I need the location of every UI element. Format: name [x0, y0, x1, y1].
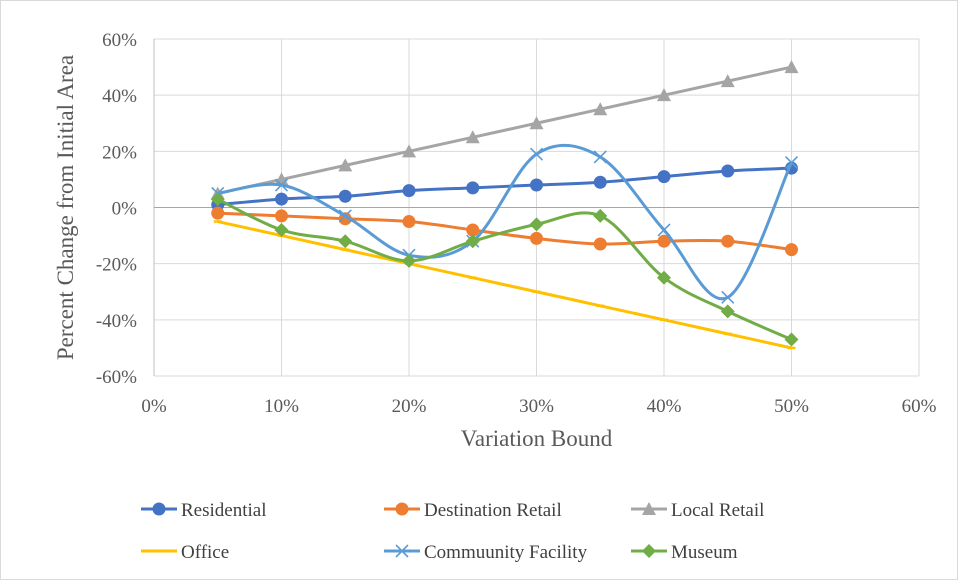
data-point — [466, 223, 480, 237]
data-point — [721, 290, 735, 304]
x-tick-label: 10% — [264, 396, 299, 417]
data-point — [784, 332, 799, 347]
data-point — [720, 304, 735, 319]
data-point — [402, 144, 416, 158]
data-point — [395, 544, 409, 558]
data-point — [465, 234, 480, 249]
data-point-stroke — [657, 223, 671, 237]
data-point — [152, 502, 166, 516]
data-point — [402, 215, 416, 229]
legend-label: Destination Retail — [424, 500, 562, 521]
series-line — [217, 143, 793, 301]
series-destination-retail — [211, 206, 798, 257]
y-tick-label: -40% — [96, 311, 137, 332]
axes — [153, 39, 919, 376]
x-axis-title: Variation Bound — [461, 426, 613, 451]
data-point — [275, 192, 288, 206]
data-point — [275, 209, 288, 223]
data-point — [529, 217, 544, 232]
series-line — [217, 197, 793, 341]
y-axis-title: Percent Change from Initial Area — [53, 55, 78, 360]
data-point — [338, 158, 353, 172]
data-point — [530, 231, 543, 245]
data-point-stroke — [721, 290, 735, 304]
legend-label: Residential — [181, 500, 266, 521]
data-point — [338, 209, 352, 223]
data-point — [593, 102, 608, 116]
legend-item-commuunity-facility: Commuunity Facility — [384, 542, 588, 563]
data-point — [402, 184, 416, 198]
x-tick-label: 60% — [902, 396, 937, 417]
data-point — [465, 130, 480, 144]
data-point — [466, 181, 480, 195]
tick-labels: 0% 10% 20% 30% 40% 50% 60% 60% 40% 20% 0% -20% -40% -… — [96, 30, 937, 417]
data-point — [642, 544, 656, 558]
series-line — [217, 220, 792, 350]
x-tick-label: 50% — [774, 396, 809, 417]
series-museum — [210, 192, 799, 347]
series-line — [217, 211, 792, 252]
legend-item-office: Office — [141, 542, 229, 563]
data-point — [593, 208, 608, 223]
series-lines — [210, 60, 799, 350]
data-point — [721, 164, 735, 178]
data-point — [785, 243, 798, 257]
data-point-stroke — [395, 544, 409, 558]
data-point — [210, 192, 225, 207]
data-point — [593, 237, 607, 251]
y-tick-label: -20% — [96, 255, 137, 276]
series-line — [217, 65, 792, 195]
data-point — [721, 234, 735, 248]
y-tick-label: 20% — [102, 142, 137, 163]
data-point-stroke — [338, 209, 352, 223]
data-point — [529, 147, 544, 161]
x-tick-label: 30% — [519, 396, 554, 417]
data-point — [529, 116, 544, 130]
x-tick-label: 0% — [141, 396, 167, 417]
data-point — [657, 270, 671, 285]
legend-item-local-retail: Local Retail — [631, 500, 764, 521]
data-point — [395, 502, 409, 516]
y-tick-label: -60% — [96, 367, 137, 388]
data-point — [657, 88, 671, 102]
data-point-stroke — [784, 156, 799, 170]
data-point-stroke — [593, 150, 607, 164]
data-point — [338, 234, 353, 249]
legend-label: Museum — [671, 542, 738, 563]
data-point — [593, 175, 607, 189]
data-point — [657, 223, 671, 237]
data-point — [642, 502, 656, 515]
legend-item-residential: Residential — [141, 500, 266, 521]
legend-item-destination-retail: Destination Retail — [384, 500, 562, 521]
data-point — [784, 156, 799, 170]
data-point-stroke — [529, 147, 544, 161]
data-point — [274, 222, 289, 237]
legend-label: Office — [181, 542, 229, 563]
data-point — [720, 74, 735, 88]
data-point — [657, 234, 671, 248]
data-point — [274, 178, 289, 192]
x-tick-label: 40% — [647, 396, 682, 417]
y-tick-label: 0% — [112, 199, 138, 220]
x-tick-label: 20% — [392, 396, 427, 417]
data-point — [338, 189, 352, 203]
data-point — [657, 170, 671, 184]
data-point — [211, 206, 225, 220]
data-point — [593, 150, 607, 164]
legend-label: Commuunity Facility — [424, 542, 588, 563]
data-point — [784, 60, 799, 74]
y-tick-label: 40% — [102, 86, 137, 107]
legend-label: Local Retail — [671, 500, 764, 521]
series-commuunity-facility — [211, 143, 799, 304]
legend-item-museum: Museum — [631, 542, 738, 563]
series-residential — [211, 161, 798, 212]
y-tick-label: 60% — [102, 30, 137, 51]
data-point-stroke — [274, 178, 289, 192]
series-local-retail — [210, 60, 799, 200]
data-point — [530, 178, 543, 192]
data-point — [402, 253, 416, 268]
legend: Residential Destination Retail Local Retai… — [141, 500, 764, 563]
